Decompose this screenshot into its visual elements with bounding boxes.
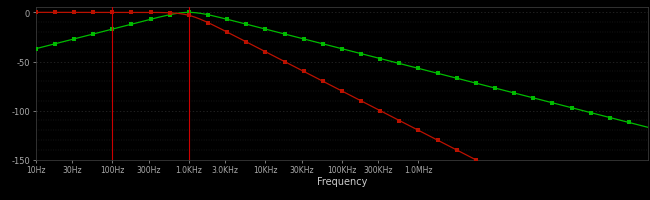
X-axis label: Frequency: Frequency xyxy=(317,176,367,186)
Text: filter.dat (act...: filter.dat (act... xyxy=(8,189,55,194)
